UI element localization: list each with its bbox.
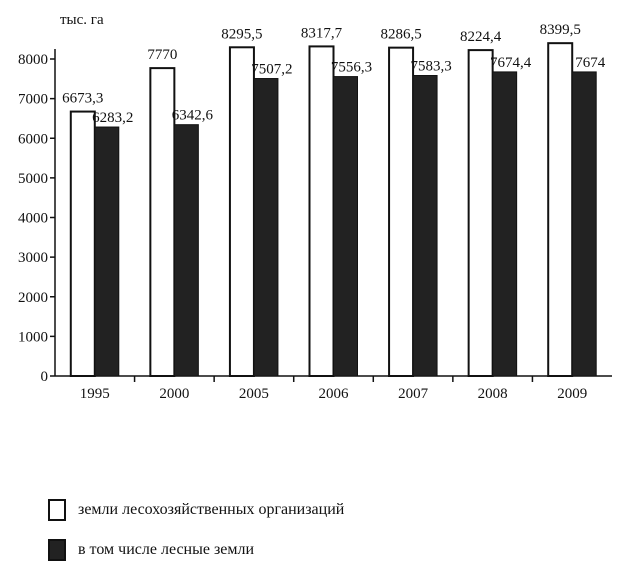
y-tick-label: 7000 [18, 92, 48, 108]
legend-swatch-total [48, 499, 66, 521]
bar-forest [571, 71, 597, 377]
data-label-forest: 6342,6 [172, 108, 214, 124]
bar-total [69, 110, 96, 377]
data-label-total: 7770 [147, 47, 177, 63]
legend: земли лесохозяйственных организаций в то… [48, 498, 344, 578]
data-label-total: 8295,5 [221, 26, 262, 42]
y-tick-label: 1000 [18, 329, 48, 345]
y-tick-label: 8000 [18, 52, 48, 68]
data-label-total: 6673,3 [62, 91, 103, 107]
bar-total [228, 46, 255, 378]
y-tick-label: 5000 [18, 171, 48, 187]
y-axis-label: тыс. га [60, 12, 104, 28]
bar-forest [94, 126, 120, 377]
data-label-forest: 6283,2 [92, 110, 133, 126]
legend-label-forest: в том числе лесные земли [78, 541, 255, 558]
x-tick-label: 2000 [159, 386, 189, 402]
bar-forest [333, 76, 358, 377]
x-tick-label: 2007 [398, 386, 429, 402]
bar-forest [412, 75, 438, 377]
bar-total [388, 46, 415, 378]
bar-total [467, 49, 494, 377]
data-label-total: 8286,5 [380, 27, 421, 43]
x-tick-label: 2009 [557, 386, 587, 402]
bar-total [308, 45, 335, 378]
y-tick-label: 4000 [18, 211, 48, 227]
data-label-forest: 7556,3 [331, 60, 372, 76]
legend-label-total: земли лесохозяйственных организаций [78, 501, 345, 518]
x-tick-label: 1995 [80, 386, 110, 402]
data-label-total: 8399,5 [540, 22, 581, 38]
x-tick-label: 2006 [319, 386, 350, 402]
data-label-forest: 7674,4 [490, 55, 532, 71]
legend-item-total: земли лесохозяйственных организаций [48, 498, 344, 522]
bar-forest [253, 78, 279, 377]
data-label-forest: 7583,3 [410, 59, 451, 75]
data-label-total: 8224,4 [460, 29, 502, 45]
x-tick-label: 2008 [478, 386, 508, 402]
y-tick-label: 3000 [18, 250, 48, 266]
legend-swatch-forest [48, 539, 66, 561]
bar-forest [173, 124, 199, 377]
bar-total [547, 42, 574, 378]
bar-total [149, 67, 176, 378]
legend-item-forest: в том числе лесные земли [48, 538, 344, 562]
x-tick-label: 2005 [239, 386, 269, 402]
y-tick-label: 2000 [18, 290, 48, 306]
bar-forest [492, 71, 518, 377]
y-tick-label: 0 [41, 369, 49, 385]
data-label-total: 8317,7 [301, 25, 343, 41]
data-label-forest: 7674 [575, 55, 606, 71]
chart-marks: 0 1000 2000 3000 4000 5000 6000 7000 8000 6673,3 6… [18, 22, 612, 402]
bar-chart: тыс. га 0 1000 2000 3000 4000 5000 6000 7000 800… [18, 12, 612, 402]
y-tick-label: 6000 [18, 131, 48, 147]
data-label-forest: 7507,2 [251, 62, 292, 78]
